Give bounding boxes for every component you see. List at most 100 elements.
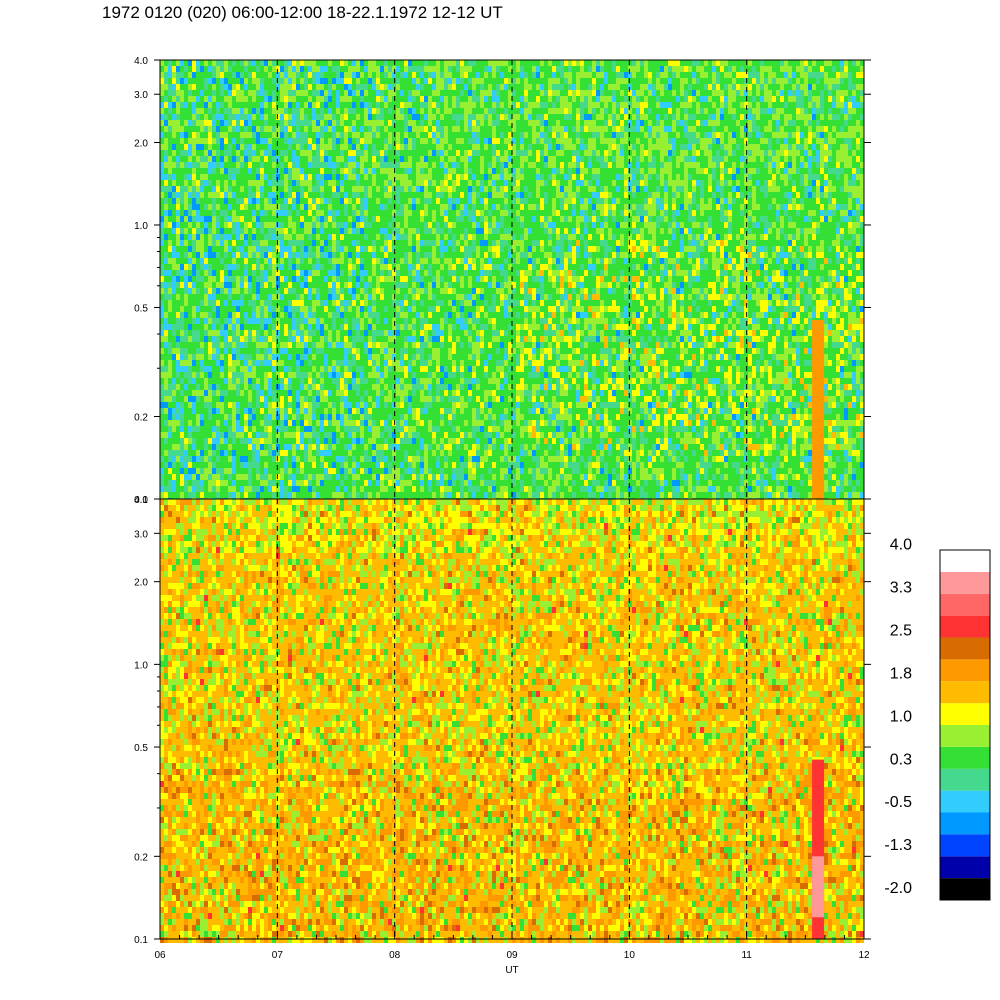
heat-cell <box>220 120 224 126</box>
heat-cell <box>356 114 360 120</box>
heat-cell <box>416 402 420 408</box>
heat-cell <box>192 174 196 180</box>
heat-cell <box>292 336 296 342</box>
heat-cell <box>264 180 268 186</box>
heat-cell <box>276 288 280 294</box>
heat-cell <box>192 114 196 120</box>
heat-cell <box>328 180 332 186</box>
heat-cell <box>344 390 348 396</box>
heat-cell <box>180 78 184 84</box>
heat-cell <box>188 186 192 192</box>
heat-cell <box>304 480 308 486</box>
heat-cell <box>236 66 240 72</box>
heat-cell <box>244 300 248 306</box>
heat-cell <box>196 336 200 342</box>
heat-cell <box>396 282 400 288</box>
heat-cell <box>264 78 268 84</box>
heat-cell <box>264 162 268 168</box>
heat-cell <box>288 324 292 330</box>
heat-cell <box>412 228 416 234</box>
heat-cell <box>412 180 416 186</box>
heat-cell <box>408 114 412 120</box>
heat-cell <box>404 252 408 258</box>
heat-cell <box>184 150 188 156</box>
heat-cell <box>220 486 224 492</box>
heat-cell <box>392 324 396 330</box>
heat-cell <box>288 84 292 90</box>
heat-cell <box>392 354 396 360</box>
heat-cell <box>336 72 340 78</box>
heat-cell <box>372 114 376 120</box>
heat-cell <box>180 90 184 96</box>
heat-cell <box>304 330 308 336</box>
heat-cell <box>164 378 168 384</box>
heat-cell <box>408 360 412 366</box>
heat-cell <box>188 198 192 204</box>
heat-cell <box>224 432 228 438</box>
heat-cell <box>412 102 416 108</box>
heat-cell <box>368 138 372 144</box>
heat-cell <box>364 378 368 384</box>
heat-cell <box>280 126 284 132</box>
heat-cell <box>180 330 184 336</box>
heat-cell <box>364 168 368 174</box>
heat-cell <box>288 234 292 240</box>
heat-cell <box>252 438 256 444</box>
heat-cell <box>204 312 208 318</box>
heat-cell <box>392 78 396 84</box>
heat-cell <box>256 108 260 114</box>
heat-cell <box>236 288 240 294</box>
heat-cell <box>216 474 220 480</box>
heat-cell <box>208 144 212 150</box>
heat-cell <box>340 126 344 132</box>
heat-cell <box>340 264 344 270</box>
heat-cell <box>428 120 432 126</box>
heat-cell <box>388 348 392 354</box>
heat-cell <box>224 414 228 420</box>
heat-cell <box>296 366 300 372</box>
heat-cell <box>388 204 392 210</box>
heat-cell <box>272 234 276 240</box>
heat-cell <box>176 330 180 336</box>
heat-cell <box>308 420 312 426</box>
heat-cell <box>324 216 328 222</box>
heat-cell <box>328 402 332 408</box>
heat-cell <box>352 198 356 204</box>
heat-cell <box>244 162 248 168</box>
heat-cell <box>204 144 208 150</box>
heat-cell <box>384 492 388 498</box>
heat-cell <box>208 192 212 198</box>
heat-cell <box>160 96 164 102</box>
heat-cell <box>424 372 428 378</box>
heat-cell <box>188 444 192 450</box>
heat-cell <box>176 72 180 78</box>
heat-cell <box>228 372 232 378</box>
heat-cell <box>396 210 400 216</box>
heat-cell <box>308 366 312 372</box>
heat-cell <box>284 438 288 444</box>
heat-cell <box>268 462 272 468</box>
heat-cell <box>396 216 400 222</box>
heat-cell <box>356 216 360 222</box>
heat-cell <box>356 252 360 258</box>
heat-cell <box>176 276 180 282</box>
heat-cell <box>324 312 328 318</box>
heat-cell <box>308 360 312 366</box>
heat-cell <box>184 450 188 456</box>
heat-cell <box>284 486 288 492</box>
heat-cell <box>376 96 380 102</box>
heat-cell <box>336 246 340 252</box>
heat-cell <box>420 444 424 450</box>
heat-cell <box>168 246 172 252</box>
heat-cell <box>256 246 260 252</box>
heat-cell <box>336 234 340 240</box>
heat-cell <box>412 288 416 294</box>
heat-cell <box>244 66 248 72</box>
heat-cell <box>264 318 268 324</box>
heat-cell <box>308 234 312 240</box>
heat-cell <box>276 348 280 354</box>
heat-cell <box>240 402 244 408</box>
heat-cell <box>200 210 204 216</box>
heat-cell <box>380 402 384 408</box>
heat-cell <box>304 156 308 162</box>
